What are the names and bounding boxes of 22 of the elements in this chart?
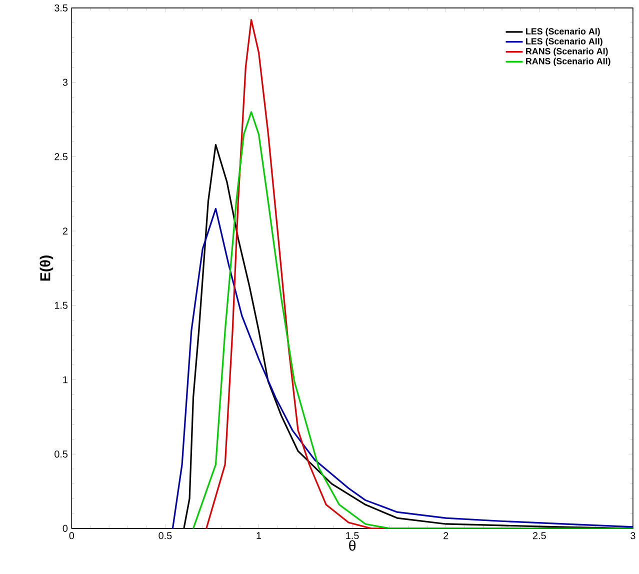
x-tick-label: 2 <box>444 532 448 539</box>
x-tick-label: 1 <box>256 532 262 539</box>
x-tick-label: 2.5 <box>533 532 546 540</box>
x-tick-label: 3 <box>630 532 636 540</box>
y-tick-label: 0 <box>62 524 68 532</box>
y-tick-label: 2 <box>62 227 68 234</box>
legend-label: LES (Scenario AI) <box>526 28 600 36</box>
y-tick-label: 2.5 <box>54 153 68 160</box>
y-tick-label: 1.5 <box>54 302 68 309</box>
legend-label: RANS (Scenario AI) <box>526 48 608 56</box>
y-tick-label: 3.5 <box>54 4 68 12</box>
legend-label: LES (Scenario AII) <box>526 38 602 46</box>
x-tick-label: 0.5 <box>158 532 172 540</box>
x-tick-label: 1.5 <box>346 532 359 539</box>
line-series <box>172 208 633 528</box>
legend-label: RANS (Scenario AII) <box>526 58 610 66</box>
y-tick-label: 3 <box>62 78 68 86</box>
y-axis-title: E(θ) <box>40 255 54 281</box>
x-tick-label: 0 <box>69 532 74 540</box>
y-tick-label: 0.5 <box>54 450 68 458</box>
y-tick-label: 1 <box>63 376 68 384</box>
x-axis-title: θ <box>349 540 356 551</box>
